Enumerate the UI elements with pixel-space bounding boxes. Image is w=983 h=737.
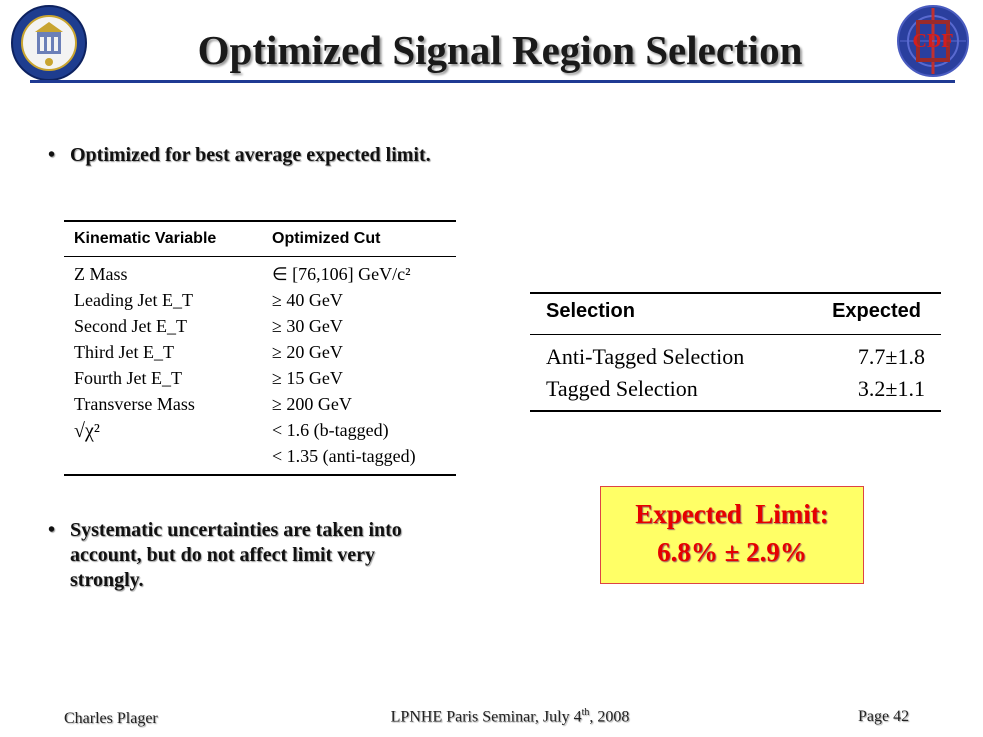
cut-variable: Second Jet E_T — [74, 316, 187, 336]
bullet-text: Optimized for best average expected limi… — [70, 144, 431, 166]
expected-limit-value: 6.8% ± 2.9% — [657, 537, 807, 567]
cut-value: ≥ 200 GeV — [272, 394, 352, 414]
cut-variable: Z Mass — [74, 264, 128, 284]
kinematic-cut-table: Kinematic Variable Optimized Cut Z Mass … — [64, 220, 456, 476]
university-seal-logo — [10, 4, 88, 82]
table-top-rule — [64, 220, 456, 222]
cut-variable: Third Jet E_T — [74, 342, 174, 362]
footer-author: Charles Plager — [64, 710, 158, 727]
bullet-optimized: • Optimized for best average expected li… — [48, 143, 450, 168]
table-bottom-rule — [530, 410, 941, 412]
table-row: Fourth Jet E_T ≥ 15 GeV — [64, 368, 456, 392]
cdf-logo-text: CDF — [912, 30, 953, 52]
cut-value: ≥ 15 GeV — [272, 368, 343, 388]
table-row: Second Jet E_T ≥ 30 GeV — [64, 316, 456, 340]
cut-variable: √χ² — [74, 420, 100, 442]
footer-event: LPNHE Paris Seminar, July 4th, 2008 — [340, 707, 680, 726]
table-header-rule — [64, 256, 456, 257]
expected-value: 3.2±1.1 — [857, 376, 925, 401]
bullet-dot: • — [48, 144, 56, 166]
cut-variable: Transverse Mass — [74, 394, 195, 414]
table-row: Transverse Mass ≥ 200 GeV — [64, 394, 456, 418]
table-row: Third Jet E_T ≥ 20 GeV — [64, 342, 456, 366]
table-row: < 1.35 (anti-tagged) — [64, 446, 456, 470]
bullet-text: Systematic uncertainties are taken into … — [70, 519, 402, 591]
table-row: Leading Jet E_T ≥ 40 GeV — [64, 290, 456, 314]
table-top-rule — [530, 292, 941, 294]
footer-event-suffix: , 2008 — [589, 708, 630, 726]
bullet-dot: • — [48, 519, 56, 541]
cut-variable: Leading Jet E_T — [74, 290, 193, 310]
footer-page-number: Page 42 — [858, 708, 910, 725]
table-row: Z Mass ∈ [76,106] GeV/c² — [64, 264, 456, 288]
cdf-logo: CDF — [896, 4, 970, 78]
table-header-rule — [530, 334, 941, 335]
cut-value: ≥ 30 GeV — [272, 316, 343, 336]
table-row: √χ² < 1.6 (b-tagged) — [64, 420, 456, 444]
expected-value: 7.7±1.8 — [857, 344, 925, 369]
cut-value: < 1.6 (b-tagged) — [272, 420, 389, 440]
header-kinematic-variable: Kinematic Variable — [74, 230, 217, 247]
selection-table: Selection Expected Anti-Tagged Selection… — [530, 292, 941, 412]
selection-name: Tagged Selection — [546, 376, 698, 401]
header-optimized-cut: Optimized Cut — [272, 230, 381, 247]
cut-value: ≥ 40 GeV — [272, 290, 343, 310]
footer-event-sup: th — [581, 707, 590, 718]
cut-variable: Fourth Jet E_T — [74, 368, 182, 388]
selection-name: Anti-Tagged Selection — [546, 344, 745, 369]
table-bottom-rule — [64, 474, 456, 476]
expected-limit-title: Expected Limit: — [635, 499, 829, 529]
expected-limit-box: Expected Limit: 6.8% ± 2.9% — [600, 486, 864, 584]
cut-value: ∈ [76,106] GeV/c² — [272, 264, 411, 284]
footer-event-prefix: LPNHE Paris Seminar, July 4 — [390, 708, 582, 726]
cut-value: ≥ 20 GeV — [272, 342, 343, 362]
title-underline — [30, 80, 955, 83]
header-selection: Selection — [546, 300, 635, 322]
cut-value: < 1.35 (anti-tagged) — [272, 446, 416, 466]
slide-title: Optimized Signal Region Selection — [197, 27, 803, 73]
header-expected: Expected — [832, 300, 921, 322]
bullet-systematics: • Systematic uncertainties are taken int… — [48, 518, 450, 593]
